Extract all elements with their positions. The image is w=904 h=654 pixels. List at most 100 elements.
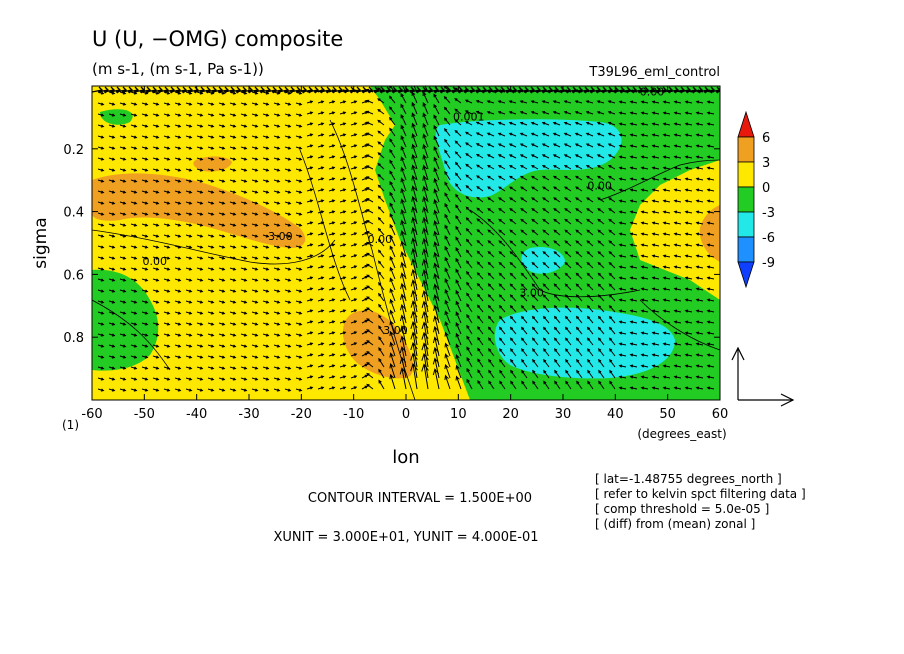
wind-vector [196,289,204,293]
wind-vector [378,346,385,357]
wind-vector [618,287,627,291]
wind-vector [444,138,451,148]
wind-vector [465,153,473,159]
wind-vector [317,287,325,291]
wind-vector [317,375,325,379]
wind-vector [377,227,385,236]
wind-vector [295,234,303,238]
wind-vector [531,326,539,335]
wind-vector [466,324,473,335]
wind-vector [108,267,116,271]
wind-vector [662,188,671,192]
wind-vector [152,311,160,315]
wind-vector [508,111,517,115]
wind-vector [273,179,281,183]
wind-vector [597,229,605,236]
wind-vector [251,212,259,216]
wind-vector [487,250,495,258]
wind-vector [306,133,314,137]
wind-vector [163,377,171,381]
wind-vector [152,322,160,326]
wind-vector [476,186,484,192]
wind-vector [185,322,193,326]
wind-vector [618,177,627,181]
wind-vector [273,157,281,161]
wind-vector [444,267,451,280]
wind-vector [378,325,385,335]
wind-vector [218,179,226,183]
wind-vector [273,278,281,282]
wind-vector [433,209,440,225]
wind-vector [531,315,539,324]
wind-vector [97,212,105,216]
wind-vector [433,283,440,302]
wind-vector [389,266,396,280]
wind-vector [119,201,127,205]
wind-vector [444,288,451,302]
contour-label: 0.001 [453,111,485,124]
wind-vector [564,186,572,192]
wind-vector [97,322,105,326]
wind-vector [497,175,506,181]
wind-vector [389,159,396,170]
wind-vector [541,175,550,181]
wind-vector [174,201,182,205]
wind-vector [564,337,572,346]
wind-vector [499,348,506,357]
wind-vector [141,355,149,359]
wind-vector [564,208,572,214]
wind-vector [240,311,248,315]
wind-vector [251,278,259,282]
wind-vector [433,177,440,192]
wind-vector [597,272,605,280]
wind-vector [262,355,270,359]
wind-vector [251,344,259,348]
wind-vector [389,320,396,335]
wind-vector [662,331,671,335]
wind-vector [152,245,160,249]
wind-vector [163,157,171,161]
wind-vector [174,190,182,194]
wind-vector [444,310,451,324]
wind-vector [365,121,374,126]
wind-vector [444,374,451,390]
wind-vector [350,144,358,148]
wind-vector [361,330,369,335]
wind-vector [218,234,226,238]
wind-vector [509,186,517,192]
wind-vector [97,223,105,227]
wind-vector [662,155,671,159]
colorbar-bin [737,186,755,213]
wind-vector [508,175,517,181]
wind-vector [455,214,462,225]
wind-vector [389,148,396,159]
wind-vector [629,375,638,379]
wind-vector [262,344,270,348]
wind-vector [607,100,616,104]
wind-vector [498,218,506,225]
wind-vector [673,364,682,368]
wind-vector [487,293,495,302]
wind-vector [706,177,715,181]
wind-vector [651,111,660,115]
wind-vector [498,186,506,192]
wind-vector [251,234,259,238]
wind-vector [284,157,292,161]
wind-vector [608,186,616,192]
wind-vector [196,135,204,139]
wind-vector [553,261,561,269]
wind-vector [108,212,116,216]
wind-vector [542,186,550,192]
wind-vector [476,196,484,203]
wind-vector [488,358,495,368]
wind-vector [433,167,440,181]
wind-vector [284,190,292,194]
wind-vector [662,122,671,126]
wind-vector [399,356,407,379]
wind-vector [563,143,572,148]
wind-vector [130,256,138,260]
wind-vector [487,197,495,203]
wind-vector [399,314,407,335]
wind-vector [684,265,693,269]
wind-vector [531,261,539,269]
